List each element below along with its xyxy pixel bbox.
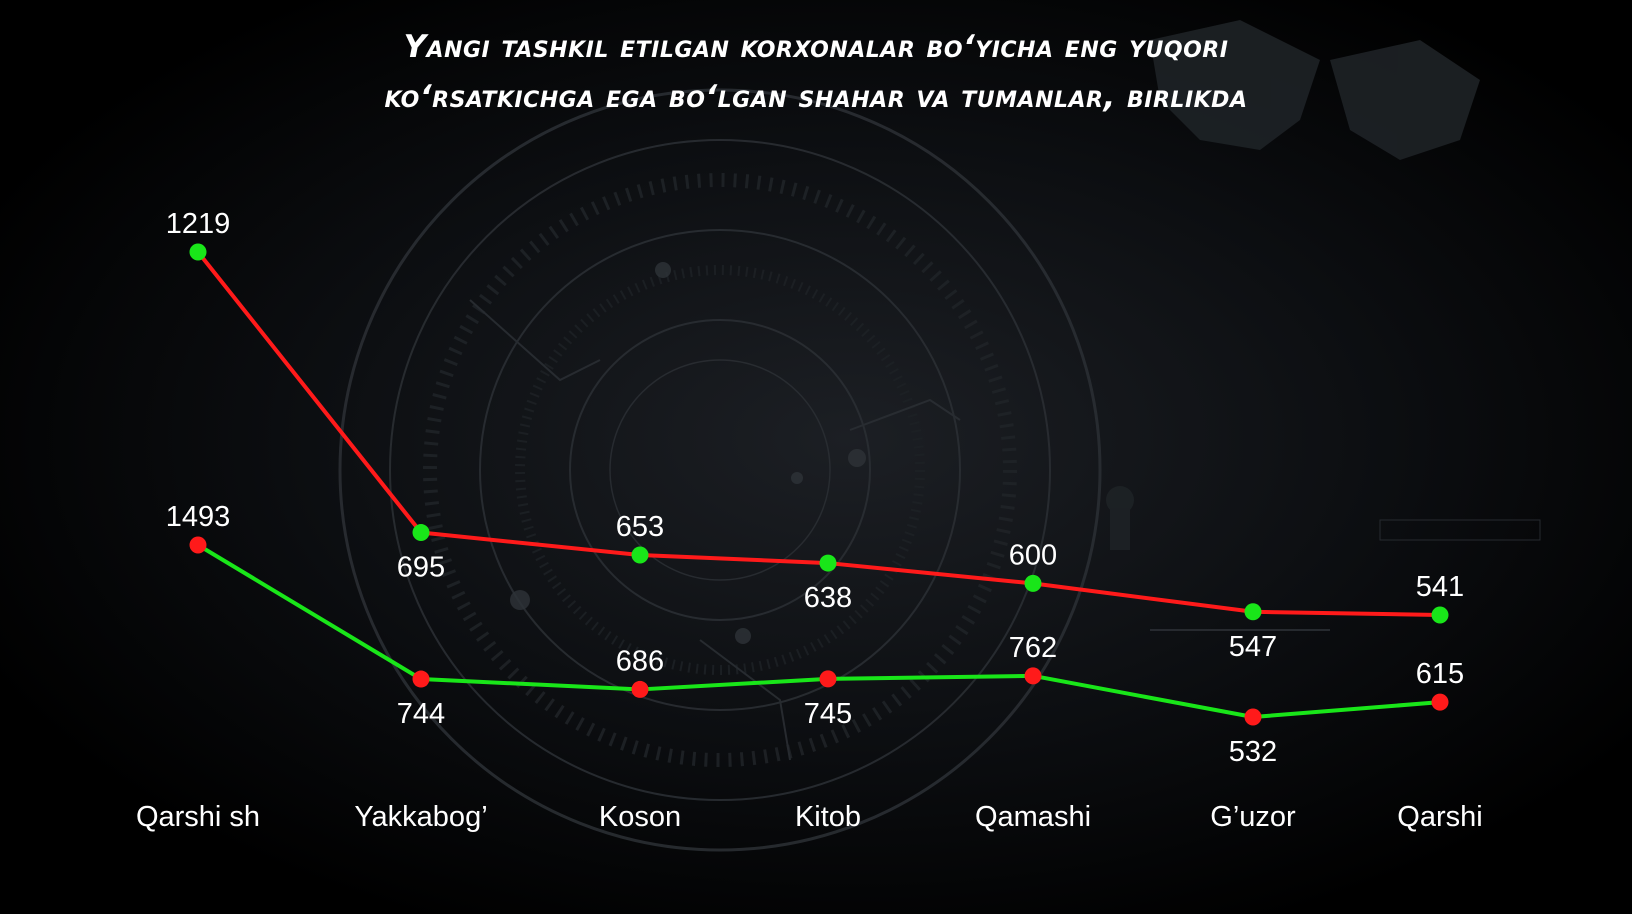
series-2-point-2	[412, 670, 430, 688]
series-2-data-label-6: 532	[1229, 736, 1277, 768]
series-2-data-label-5: 762	[1009, 632, 1057, 664]
series-1-point-5	[1024, 574, 1042, 592]
chart-title-line-1: Yangi tashkil etilgan korxonalar bo‘yich…	[403, 29, 1229, 65]
series-1-data-label-3: 653	[616, 511, 664, 543]
series-1-line	[196, 250, 1441, 617]
series-2-data-label-3: 686	[616, 645, 664, 677]
series-1-data-label-4: 638	[804, 582, 852, 614]
series-1-data-label-6: 547	[1229, 631, 1277, 663]
series-1-point-1	[189, 243, 207, 261]
series-1-data-label-1: 1219	[166, 208, 231, 240]
series-1-data-label-2: 695	[397, 552, 445, 584]
category-label-5: Qamashi	[975, 801, 1091, 833]
series-1-point-7	[1431, 606, 1449, 624]
chart-title: Yangi tashkil etilgan korxonalar bo‘yich…	[0, 22, 1632, 122]
series-2-data-label-1: 1493	[166, 501, 231, 533]
category-label-1: Qarshi sh	[136, 801, 260, 833]
series-1-data-label-5: 600	[1009, 539, 1057, 571]
series-1-point-2	[412, 524, 430, 542]
category-label-2: Yakkabog’	[354, 801, 487, 833]
category-label-3: Koson	[599, 801, 681, 833]
series-2-data-label-2: 744	[397, 698, 445, 730]
category-label-7: Qarshi	[1397, 801, 1482, 833]
series-2-point-1	[189, 536, 207, 554]
series-2-data-label-4: 745	[804, 698, 852, 730]
series-1-point-4	[819, 554, 837, 572]
category-label-4: Kitob	[795, 801, 861, 833]
series-2-data-label-7: 615	[1416, 658, 1464, 690]
category-label-6: G’uzor	[1210, 801, 1296, 833]
series-2-point-3	[631, 680, 649, 698]
series-1-point-6	[1244, 603, 1262, 621]
series-1-point-3	[631, 546, 649, 564]
chart-title-line-2: ko‘rsatkichga ega bo‘lgan shahar va tuma…	[384, 79, 1248, 115]
series-2-point-4	[819, 670, 837, 688]
series-2-point-7	[1431, 693, 1449, 711]
series-2-point-5	[1024, 667, 1042, 685]
series-2-point-6	[1244, 708, 1262, 726]
series-1-data-label-7: 541	[1416, 571, 1464, 603]
